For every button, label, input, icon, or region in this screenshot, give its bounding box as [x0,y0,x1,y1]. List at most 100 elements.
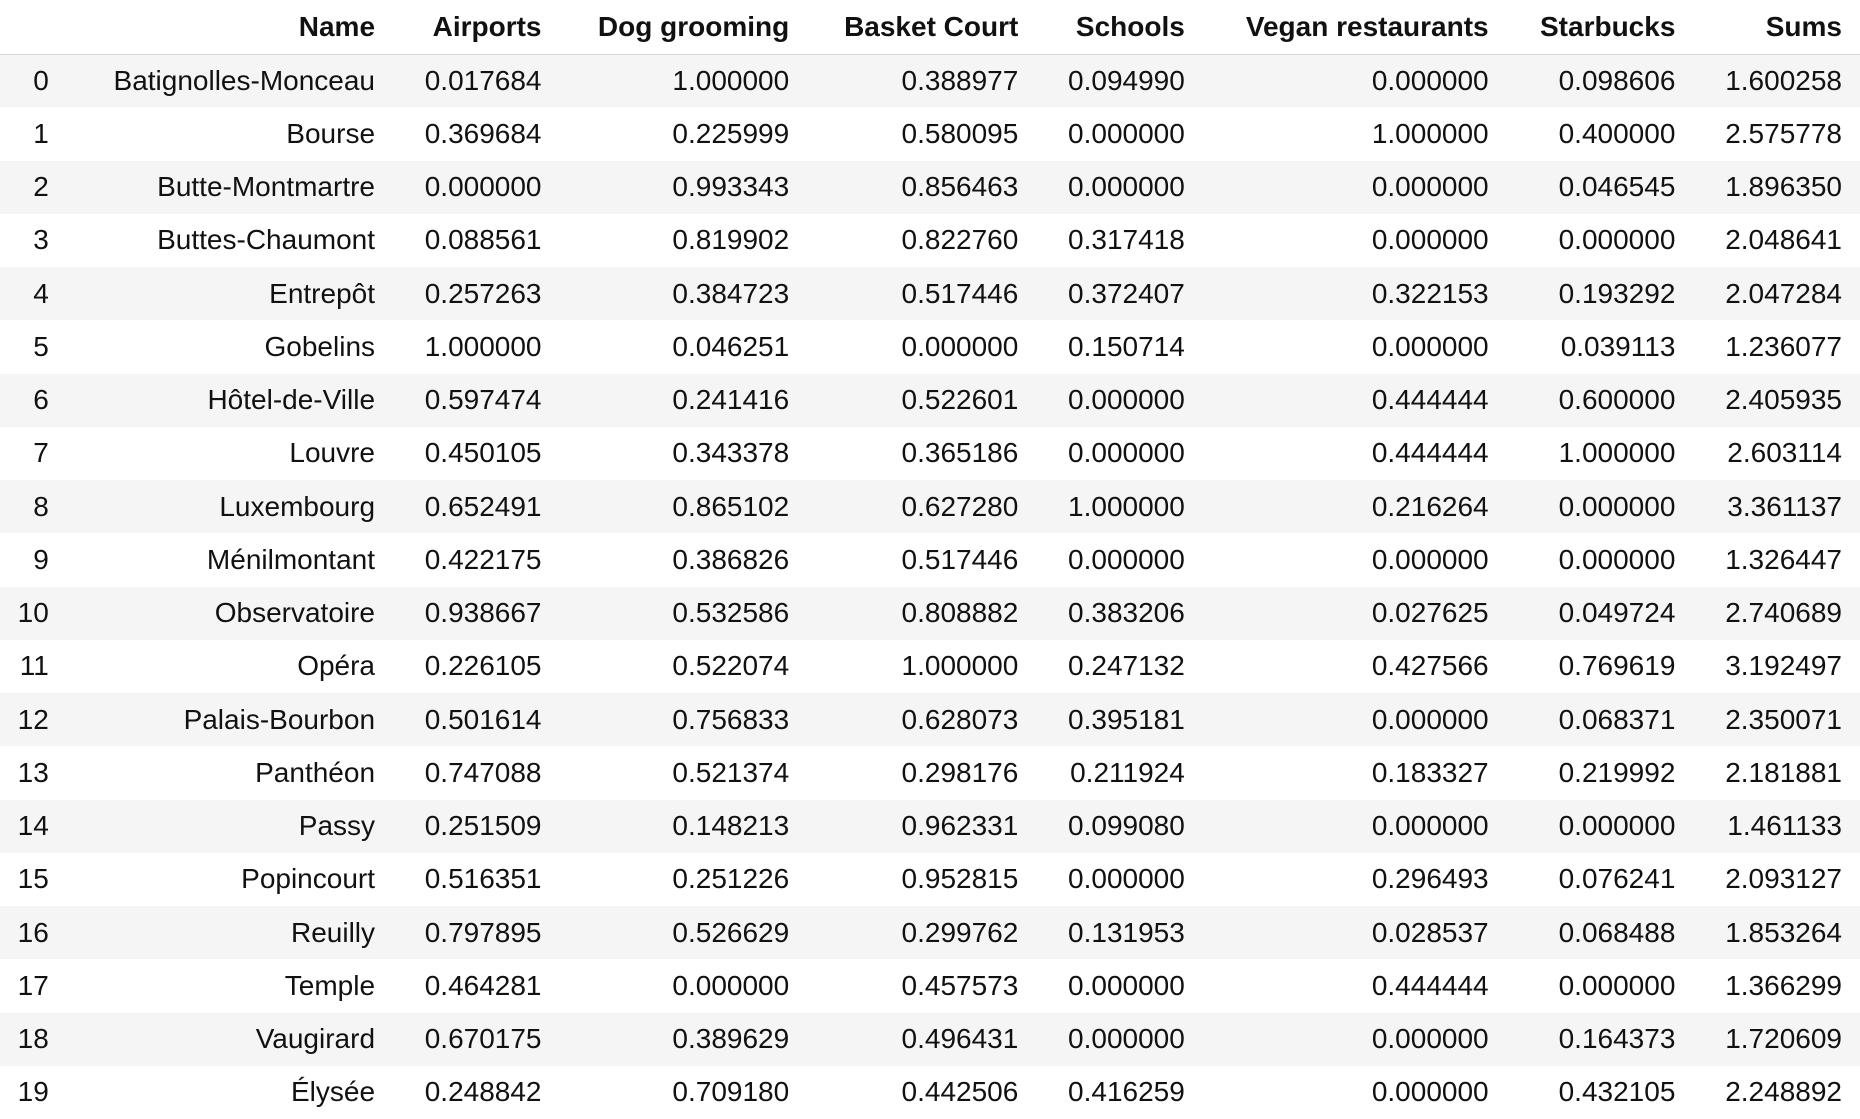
table-row: 6 Hôtel-de-Ville 0.597474 0.241416 0.522601 0… [0,373,1860,427]
cell-starbucks: 0.000000 [1506,213,1694,267]
cell-name: Butte-Montmartre [68,160,394,214]
cell-dog-grooming: 0.819902 [559,213,808,267]
cell-basket-court: 0.442506 [807,1065,1037,1119]
cell-dog-grooming: 0.241416 [559,373,808,427]
cell-schools: 1.000000 [1036,480,1203,534]
cell-airports: 0.747088 [393,746,560,800]
cell-sums: 1.461133 [1693,799,1860,853]
cell-airports: 0.248842 [393,1065,560,1119]
row-index: 17 [0,959,69,1013]
cell-dog-grooming: 0.148213 [559,799,808,853]
cell-vegan-restaurants: 0.000000 [1202,799,1507,853]
cell-dog-grooming: 0.251226 [559,852,808,906]
table-row: 11 Opéra 0.226105 0.522074 1.000000 0.247132 0… [0,639,1860,693]
table-row: 9 Ménilmontant 0.422175 0.386826 0.517446 0.0… [0,533,1860,587]
column-header-starbucks: Starbucks [1506,0,1694,55]
cell-schools: 0.211924 [1036,746,1203,800]
column-header-schools: Schools [1036,0,1203,55]
cell-airports: 0.670175 [393,1012,560,1066]
cell-airports: 0.652491 [393,480,560,534]
column-header-basket-court: Basket Court [807,0,1037,55]
cell-basket-court: 0.856463 [807,160,1037,214]
table-row: 12 Palais-Bourbon 0.501614 0.756833 0.628073… [0,693,1860,747]
cell-starbucks: 0.046545 [1506,160,1694,214]
cell-airports: 0.464281 [393,959,560,1013]
cell-sums: 2.405935 [1693,373,1860,427]
cell-name: Ménilmontant [68,533,394,587]
row-index: 8 [0,480,69,534]
cell-starbucks: 0.219992 [1506,746,1694,800]
cell-schools: 0.372407 [1036,267,1203,321]
cell-basket-court: 0.580095 [807,107,1037,161]
cell-airports: 0.257263 [393,267,560,321]
cell-starbucks: 0.039113 [1506,320,1694,374]
cell-dog-grooming: 1.000000 [559,54,808,108]
column-header-dog-grooming: Dog grooming [559,0,808,55]
cell-sums: 2.048641 [1693,213,1860,267]
cell-airports: 0.597474 [393,373,560,427]
row-index: 2 [0,160,69,214]
cell-name: Vaugirard [68,1012,394,1066]
table-row: 10 Observatoire 0.938667 0.532586 0.808882 0.… [0,586,1860,640]
row-index: 11 [0,639,69,693]
cell-dog-grooming: 0.343378 [559,426,808,480]
cell-basket-court: 0.496431 [807,1012,1037,1066]
cell-starbucks: 0.076241 [1506,852,1694,906]
row-index: 14 [0,799,69,853]
table-row: 4 Entrepôt 0.257263 0.384723 0.517446 0.37240… [0,267,1860,321]
cell-schools: 0.000000 [1036,107,1203,161]
table-body: 0 Batignolles-Monceau 0.017684 1.000000 0.38… [0,54,1860,1119]
cell-starbucks: 1.000000 [1506,426,1694,480]
cell-dog-grooming: 0.384723 [559,267,808,321]
cell-name: Popincourt [68,852,394,906]
table-row: 18 Vaugirard 0.670175 0.389629 0.496431 0.000… [0,1012,1860,1066]
cell-vegan-restaurants: 0.183327 [1202,746,1507,800]
cell-schools: 0.000000 [1036,852,1203,906]
cell-basket-court: 0.388977 [807,54,1037,108]
cell-basket-court: 0.000000 [807,320,1037,374]
table-row: 16 Reuilly 0.797895 0.526629 0.299762 0.13195… [0,906,1860,960]
row-index: 19 [0,1065,69,1119]
cell-airports: 1.000000 [393,320,560,374]
cell-name: Luxembourg [68,480,394,534]
cell-name: Buttes-Chaumont [68,213,394,267]
cell-sums: 2.603114 [1693,426,1860,480]
cell-vegan-restaurants: 0.444444 [1202,426,1507,480]
cell-vegan-restaurants: 0.322153 [1202,267,1507,321]
row-index: 9 [0,533,69,587]
cell-airports: 0.226105 [393,639,560,693]
column-header-sums: Sums [1693,0,1860,55]
cell-basket-court: 0.952815 [807,852,1037,906]
row-index: 10 [0,586,69,640]
cell-airports: 0.017684 [393,54,560,108]
cell-sums: 2.093127 [1693,852,1860,906]
cell-schools: 0.000000 [1036,426,1203,480]
cell-starbucks: 0.068488 [1506,906,1694,960]
cell-schools: 0.000000 [1036,373,1203,427]
cell-schools: 0.094990 [1036,54,1203,108]
table-row: 0 Batignolles-Monceau 0.017684 1.000000 0.38… [0,54,1860,108]
cell-sums: 1.853264 [1693,906,1860,960]
cell-name: Hôtel-de-Ville [68,373,394,427]
cell-vegan-restaurants: 0.000000 [1202,213,1507,267]
cell-sums: 2.248892 [1693,1065,1860,1119]
row-index: 4 [0,267,69,321]
cell-schools: 0.383206 [1036,586,1203,640]
cell-name: Louvre [68,426,394,480]
row-index: 1 [0,107,69,161]
cell-airports: 0.797895 [393,906,560,960]
cell-sums: 2.047284 [1693,267,1860,321]
cell-starbucks: 0.000000 [1506,480,1694,534]
cell-dog-grooming: 0.521374 [559,746,808,800]
cell-vegan-restaurants: 0.000000 [1202,1065,1507,1119]
row-index: 12 [0,693,69,747]
cell-sums: 1.326447 [1693,533,1860,587]
cell-name: Entrepôt [68,267,394,321]
cell-sums: 2.575778 [1693,107,1860,161]
cell-name: Gobelins [68,320,394,374]
cell-starbucks: 0.068371 [1506,693,1694,747]
cell-name: Bourse [68,107,394,161]
cell-name: Palais-Bourbon [68,693,394,747]
cell-airports: 0.422175 [393,533,560,587]
table-row: 17 Temple 0.464281 0.000000 0.457573 0.000000… [0,959,1860,1013]
